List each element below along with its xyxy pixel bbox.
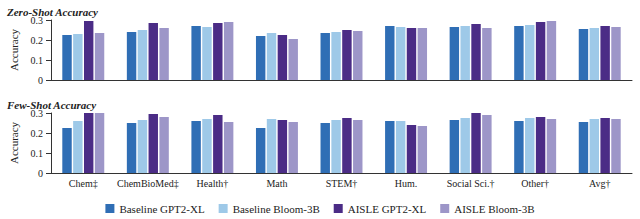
svg-text:0.3: 0.3	[30, 14, 43, 26]
svg-text:Few-Shot Accuracy: Few-Shot Accuracy	[6, 99, 96, 111]
svg-text:Math: Math	[266, 178, 287, 189]
svg-text:AISLE GPT2-XL: AISLE GPT2-XL	[348, 203, 427, 215]
svg-text:Chem‡: Chem‡	[69, 178, 98, 189]
svg-text:Accuracy: Accuracy	[8, 28, 20, 71]
svg-text:Zero-Shot Accuracy: Zero-Shot Accuracy	[6, 6, 98, 18]
svg-text:Accuracy: Accuracy	[8, 121, 20, 164]
svg-text:0.2: 0.2	[31, 35, 44, 46]
svg-text:Social Sci.†: Social Sci.†	[447, 178, 495, 189]
svg-text:STEM†: STEM†	[326, 178, 358, 189]
svg-text:0.1: 0.1	[31, 148, 44, 159]
svg-text:0: 0	[38, 168, 43, 179]
svg-text:0: 0	[38, 75, 43, 86]
svg-text:ChemBioMed‡: ChemBioMed‡	[117, 178, 179, 189]
svg-text:Baseline Bloom-3B: Baseline Bloom-3B	[233, 203, 320, 215]
svg-text:Other†: Other†	[521, 178, 549, 189]
svg-text:0.2: 0.2	[31, 128, 44, 139]
svg-text:Baseline GPT2-XL: Baseline GPT2-XL	[119, 203, 205, 215]
svg-text:0.1: 0.1	[31, 55, 44, 66]
svg-text:Avg†: Avg†	[589, 178, 610, 189]
svg-text:0.3: 0.3	[30, 107, 43, 119]
svg-text:Health†: Health†	[197, 178, 229, 189]
svg-text:AISLE Bloom-3B: AISLE Bloom-3B	[454, 203, 534, 215]
svg-text:Hum.: Hum.	[395, 178, 418, 189]
